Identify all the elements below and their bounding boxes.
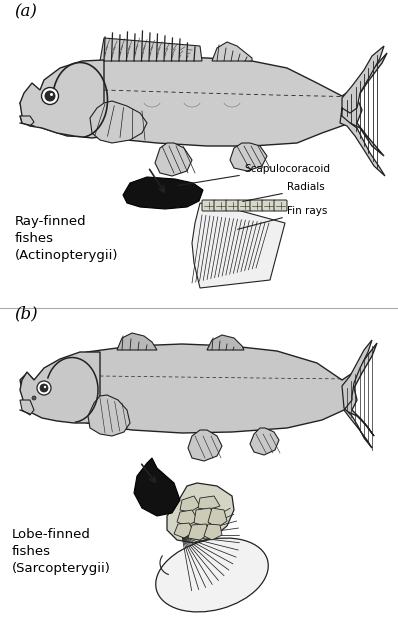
Polygon shape [20,352,100,423]
FancyBboxPatch shape [250,200,263,211]
Polygon shape [167,483,234,543]
Polygon shape [117,333,157,350]
Polygon shape [192,203,285,288]
Text: (a): (a) [14,3,37,20]
Polygon shape [20,60,104,138]
Polygon shape [177,510,198,526]
Polygon shape [134,458,180,516]
FancyBboxPatch shape [202,200,215,211]
Polygon shape [123,177,203,209]
Circle shape [40,384,48,392]
FancyBboxPatch shape [214,200,227,211]
Polygon shape [100,38,202,61]
Polygon shape [230,143,267,171]
Polygon shape [212,42,252,61]
Text: Ray-finned
fishes
(Actinopterygii): Ray-finned fishes (Actinopterygii) [15,215,119,262]
FancyBboxPatch shape [274,200,287,211]
Polygon shape [207,335,244,350]
FancyBboxPatch shape [262,200,275,211]
Polygon shape [20,116,34,126]
Polygon shape [250,428,279,455]
Polygon shape [208,508,227,528]
Text: Scapulocoracoid: Scapulocoracoid [244,164,330,174]
Text: (b): (b) [14,305,38,322]
Circle shape [41,88,59,104]
Polygon shape [155,143,192,176]
FancyBboxPatch shape [238,200,251,211]
Polygon shape [88,395,130,436]
Polygon shape [204,524,222,540]
Text: Lobe-finned
fishes
(Sarcopterygii): Lobe-finned fishes (Sarcopterygii) [12,528,111,575]
Ellipse shape [156,538,268,612]
Polygon shape [198,496,220,510]
Text: Radials: Radials [287,182,325,192]
Polygon shape [342,340,372,448]
Circle shape [32,396,36,400]
Polygon shape [20,343,377,436]
Polygon shape [194,508,217,526]
Polygon shape [188,430,222,461]
Circle shape [50,93,53,96]
Polygon shape [20,400,34,415]
FancyBboxPatch shape [226,200,239,211]
Polygon shape [90,101,147,143]
Polygon shape [188,524,210,540]
Polygon shape [340,46,385,176]
Circle shape [37,381,51,395]
Circle shape [45,91,55,101]
Circle shape [44,386,46,388]
Polygon shape [180,496,200,512]
Polygon shape [20,53,387,156]
Polygon shape [174,523,194,538]
Text: Fin rays: Fin rays [287,206,328,216]
